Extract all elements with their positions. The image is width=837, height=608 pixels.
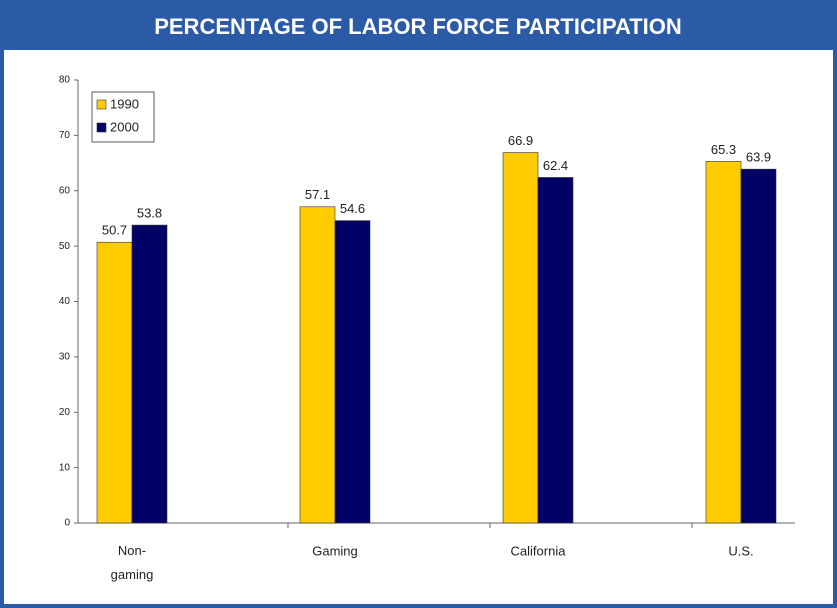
y-tick-label: 0 xyxy=(64,518,70,529)
y-tick-label: 70 xyxy=(59,130,71,141)
x-tick-label: California xyxy=(511,543,567,558)
y-tick-label: 10 xyxy=(59,462,71,473)
bar xyxy=(705,161,742,524)
legend-swatch xyxy=(96,122,107,133)
x-tick-label: Gaming xyxy=(312,543,358,558)
bar xyxy=(502,152,539,524)
x-tick-label: Non-gaming xyxy=(111,543,154,582)
bar xyxy=(334,220,371,524)
value-label: 53.8 xyxy=(137,206,162,221)
bar xyxy=(537,177,574,524)
value-label: 54.6 xyxy=(340,201,365,216)
x-tick-label: U.S. xyxy=(728,543,753,558)
y-tick-label: 50 xyxy=(59,241,71,252)
y-tick-label: 80 xyxy=(59,75,71,86)
value-label: 57.1 xyxy=(305,187,330,202)
value-label: 65.3 xyxy=(711,142,736,157)
value-label: 62.4 xyxy=(543,158,568,173)
bar xyxy=(96,241,133,524)
y-tick-label: 40 xyxy=(59,296,71,307)
bar xyxy=(131,224,168,524)
bar xyxy=(299,206,336,524)
bar xyxy=(740,168,777,524)
legend-label: 2000 xyxy=(110,119,139,134)
chart-title: PERCENTAGE OF LABOR FORCE PARTICIPATION xyxy=(154,14,682,39)
y-tick-label: 60 xyxy=(59,185,71,196)
value-label: 63.9 xyxy=(746,150,771,165)
value-label: 66.9 xyxy=(508,133,533,148)
value-label: 50.7 xyxy=(102,223,127,238)
y-tick-label: 20 xyxy=(59,407,71,418)
legend-label: 1990 xyxy=(110,96,139,111)
legend-swatch xyxy=(96,99,107,110)
y-tick-label: 30 xyxy=(59,352,71,363)
